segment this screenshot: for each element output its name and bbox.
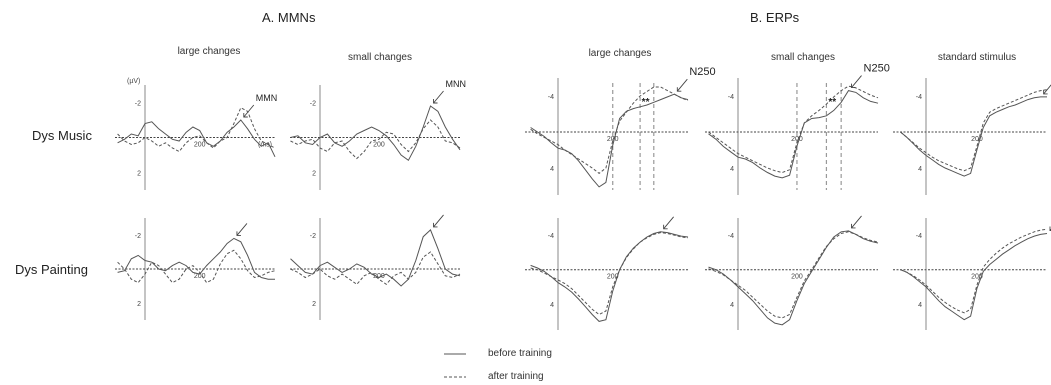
y-tick-label: 4 — [730, 302, 734, 309]
series-after-training — [117, 249, 276, 284]
y-tick-label: -2 — [310, 233, 316, 240]
peak-arrow — [433, 214, 444, 228]
y-tick-label: 4 — [918, 302, 922, 309]
row-label-dys-music: Dys Music — [32, 128, 92, 143]
arrow-head — [851, 223, 856, 229]
series-after-training — [900, 228, 1048, 314]
y-tick-label: 2 — [137, 301, 141, 308]
y-tick-label: 4 — [550, 166, 554, 173]
series-after-training — [290, 251, 461, 285]
y-tick-label: -2 — [310, 101, 316, 108]
x-unit-label: (ms) — [258, 142, 272, 149]
arrow-head — [1043, 89, 1048, 95]
erp-panel: -44200N250** — [705, 63, 890, 195]
y-tick-label: -4 — [728, 233, 734, 240]
series-before-training — [900, 96, 1047, 177]
y-tick-label: 2 — [137, 171, 141, 178]
y-tick-label: 4 — [550, 302, 554, 309]
y-tick-label: -4 — [728, 94, 734, 101]
erp-panel: -2 2 200 — [115, 218, 276, 320]
peak-arrow — [851, 215, 862, 229]
y-tick-label: -4 — [916, 94, 922, 101]
series-after-training — [290, 119, 461, 160]
peak-arrow — [851, 75, 862, 88]
erp-panel: -44200N250 — [893, 78, 1051, 195]
x-tick-label: 200 — [194, 273, 206, 280]
y-tick-label: 4 — [730, 166, 734, 173]
x-tick-label: 200 — [971, 274, 983, 281]
component-label: N250 — [689, 66, 715, 78]
series-after-training — [530, 86, 689, 175]
erp-panel: -4 4 200 — [525, 216, 689, 330]
legend-label-before: before training — [488, 348, 552, 359]
peak-arrow — [1043, 84, 1051, 95]
arrow-head — [243, 113, 248, 118]
series-before-training — [117, 119, 276, 158]
erp-panel: -2 2 200 — [290, 214, 461, 320]
arrow-head — [663, 224, 668, 230]
x-tick-label: 200 — [607, 274, 619, 281]
y-tick-label: -2 — [135, 233, 141, 240]
component-label: N250 — [864, 63, 890, 75]
erp-panel: -2 2 200 (µV) (ms) MMN — [115, 78, 277, 190]
y-tick-label: -4 — [916, 233, 922, 240]
x-tick-label: 200 — [373, 273, 385, 280]
arrow-head — [236, 231, 241, 236]
arrow-head — [433, 99, 438, 104]
y-unit-label: (µV) — [127, 78, 140, 85]
y-tick-label: -2 — [135, 101, 141, 108]
y-tick-label: -4 — [548, 94, 554, 101]
legend-label-after: after training — [488, 371, 544, 382]
peak-arrow — [663, 216, 674, 230]
x-tick-label: 200 — [971, 136, 983, 143]
section-a-title: A. MMNs — [262, 10, 316, 25]
series-after-training — [708, 231, 879, 319]
series-before-training — [530, 93, 689, 188]
arrow-head — [1049, 226, 1051, 231]
series-before-training — [290, 229, 461, 287]
x-tick-label: 200 — [194, 142, 206, 149]
y-tick-label: 2 — [312, 301, 316, 308]
series-before-training — [290, 105, 461, 162]
series-after-training — [900, 89, 1048, 172]
peak-arrow — [676, 78, 688, 92]
erp-panel: -44200N250** — [525, 66, 716, 195]
arrow-head — [676, 87, 682, 92]
row-label-dys-painting: Dys Painting — [15, 262, 88, 277]
peak-arrow — [243, 104, 255, 118]
column-title-erp-small: small changes — [771, 52, 835, 63]
component-label: MMN — [256, 93, 278, 103]
column-title-erp-standard: standard stimulus — [937, 52, 1017, 63]
erp-panel: -4 4 200 — [893, 218, 1051, 330]
significance-label: ** — [828, 97, 836, 108]
erp-panel: -4 4 200 — [705, 215, 879, 330]
series-before-training — [530, 231, 689, 322]
section-b-title: B. ERPs — [750, 10, 800, 25]
x-tick-label: 200 — [791, 274, 803, 281]
x-tick-label: 200 — [373, 142, 385, 149]
column-title-mmn-small: small changes — [348, 52, 412, 63]
column-title-erp-large: large changes — [588, 48, 652, 59]
series-before-training — [708, 230, 879, 326]
series-after-training — [117, 107, 276, 153]
erp-panel: -2 2 200 MNN — [290, 79, 466, 190]
series-before-training — [117, 237, 275, 280]
peak-arrow — [433, 90, 444, 104]
y-tick-label: 2 — [312, 171, 316, 178]
significance-label: ** — [642, 97, 650, 108]
series-after-training — [708, 85, 879, 174]
component-label: MNN — [446, 79, 467, 89]
arrow-head — [851, 83, 856, 89]
series-before-training — [900, 233, 1048, 321]
column-title-mmn-large: large changes — [177, 46, 241, 57]
y-tick-label: -4 — [548, 233, 554, 240]
peak-arrow — [236, 223, 248, 236]
series-before-training — [708, 90, 879, 179]
arrow-head — [433, 222, 438, 228]
y-tick-label: 4 — [918, 166, 922, 173]
